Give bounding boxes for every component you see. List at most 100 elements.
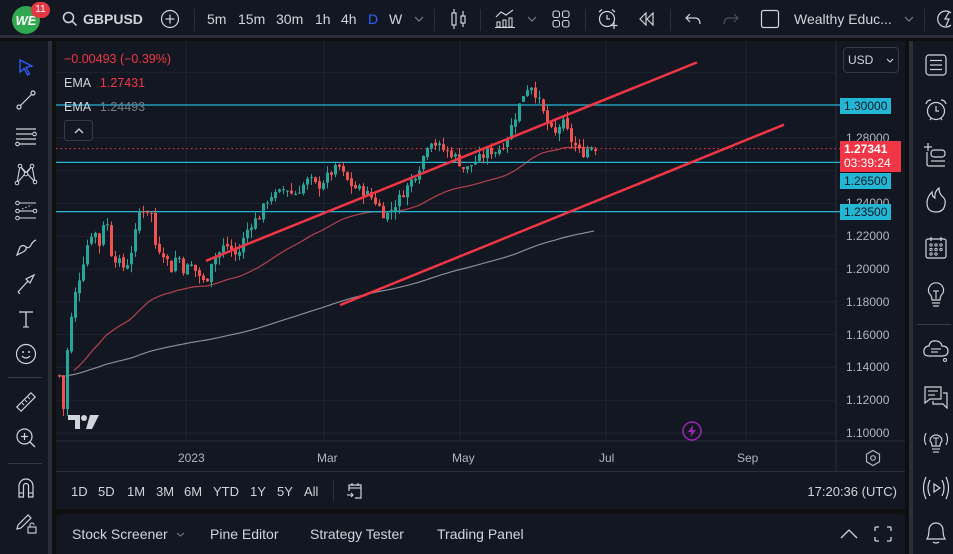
fib-retracement-tool[interactable]: [10, 121, 42, 153]
cursor-tool[interactable]: [10, 51, 42, 83]
chart-pane[interactable]: −0.00493 (−0.39%) EMA 1.27431 EMA 1.2449…: [56, 41, 905, 471]
divider: [194, 9, 195, 31]
live-streams-button[interactable]: [919, 471, 953, 505]
timeframe-d[interactable]: D: [368, 11, 379, 27]
timeframe-1h[interactable]: 1h: [315, 11, 331, 27]
range-5d[interactable]: 5D: [98, 483, 115, 499]
text-tool[interactable]: [10, 303, 42, 335]
zoom-in-icon: [16, 428, 36, 448]
compare-symbol-button[interactable]: [160, 0, 180, 38]
create-alert-button[interactable]: [597, 0, 619, 38]
currency-selector[interactable]: USD: [843, 47, 899, 73]
bar-countdown: 03:39:24: [844, 156, 891, 170]
minds-button[interactable]: [919, 334, 953, 368]
emoji-tool[interactable]: [10, 338, 42, 370]
lightning-gear-icon: [937, 10, 952, 28]
range-6m[interactable]: 6M: [184, 483, 203, 499]
timeframe-dropdown[interactable]: [414, 0, 424, 38]
range-1y[interactable]: 1Y: [250, 483, 266, 499]
chevron-up-icon: [74, 127, 83, 133]
bottom-panel: Stock Screener Pine Editor Strategy Test…: [56, 514, 905, 554]
trend-line-tool[interactable]: [10, 84, 42, 116]
alerts-button[interactable]: [919, 93, 953, 127]
symbol-search[interactable]: GBPUSD: [62, 0, 143, 38]
ideas-button[interactable]: [919, 278, 953, 312]
trend-line-icon: [16, 90, 36, 110]
chart-type-button[interactable]: [450, 0, 468, 38]
tab-stock-screener[interactable]: Stock Screener: [72, 514, 185, 554]
chevron-down-icon: [886, 58, 894, 63]
layout-grid-button[interactable]: [552, 0, 570, 38]
timeframe-w[interactable]: W: [389, 11, 403, 27]
utc-clock[interactable]: 17:20:36 (UTC): [807, 483, 897, 499]
range-3m[interactable]: 3M: [156, 483, 175, 499]
divider: [333, 480, 334, 502]
undo-button[interactable]: [684, 0, 702, 38]
range-1m[interactable]: 1M: [127, 483, 146, 499]
timeframe-15m[interactable]: 15m: [238, 11, 266, 27]
magnet-mode-tool[interactable]: [10, 472, 42, 504]
object-tree-button[interactable]: [919, 138, 953, 172]
timeframe-30m[interactable]: 30m: [276, 11, 304, 27]
forecasting-tool[interactable]: [10, 195, 42, 227]
quick-actions-button[interactable]: [937, 0, 953, 38]
range-5y[interactable]: 5Y: [277, 483, 293, 499]
indicators-button[interactable]: [494, 0, 516, 38]
price-chart[interactable]: [56, 41, 905, 471]
range-all[interactable]: All: [304, 483, 319, 499]
pattern-tool[interactable]: [10, 158, 42, 190]
ema-slow-legend[interactable]: EMA 1.24493: [64, 99, 171, 123]
range-1d[interactable]: 1D: [71, 483, 88, 499]
avatar-text: WE: [15, 12, 37, 28]
chats-button[interactable]: [919, 380, 953, 414]
tab-pine-editor[interactable]: Pine Editor: [210, 526, 279, 542]
divider: [480, 9, 481, 31]
idea-stream-button[interactable]: [919, 424, 953, 458]
lock-drawings-tool[interactable]: [10, 507, 42, 539]
level-tag-1-23500: 1.23500: [840, 204, 892, 220]
tab-strategy-tester[interactable]: Strategy Tester: [310, 526, 404, 542]
hotlists-button[interactable]: [919, 183, 953, 217]
expand-panel-button[interactable]: [840, 514, 858, 554]
top-toolbar: WE 11 GBPUSD 5m 15m 30m 1h 4h D W: [0, 0, 953, 38]
arrow-tool[interactable]: [10, 267, 42, 299]
time-label-2023: 2023: [178, 451, 205, 465]
notifications-button[interactable]: [919, 515, 953, 549]
brush-tool[interactable]: [10, 231, 42, 263]
plus-circle-icon: [160, 9, 180, 29]
measure-tool[interactable]: [10, 386, 42, 418]
events-lightning-button[interactable]: [682, 421, 702, 446]
chart-settings-button[interactable]: [864, 449, 882, 472]
replay-button[interactable]: [638, 0, 656, 38]
collapse-legend-button[interactable]: [64, 120, 93, 141]
range-ytd[interactable]: YTD: [213, 483, 239, 499]
timeframe-5m[interactable]: 5m: [207, 11, 227, 27]
calendar-arrow-icon: [347, 483, 362, 499]
broadcast-bulb-icon: [923, 432, 949, 453]
horizontal-lines-icon: [15, 128, 37, 147]
chevron-down-icon: [527, 16, 537, 22]
divider: [434, 9, 435, 31]
tab-trading-panel[interactable]: Trading Panel: [437, 526, 524, 542]
indicators-dropdown[interactable]: [527, 0, 537, 38]
level-tag-1-26500: 1.26500: [840, 173, 892, 189]
redo-button[interactable]: [722, 0, 740, 38]
layout-name[interactable]: Wealthy Educ...: [794, 11, 892, 27]
calendar-button[interactable]: [919, 231, 953, 265]
brush-icon: [15, 239, 37, 257]
timeframe-4h[interactable]: 4h: [341, 11, 357, 27]
go-to-date-button[interactable]: [345, 472, 365, 510]
maximize-panel-button[interactable]: [874, 514, 892, 554]
ema-fast-legend[interactable]: EMA 1.27431: [64, 75, 171, 99]
grid-layout-icon: [552, 10, 570, 28]
watchlist-button[interactable]: [919, 48, 953, 82]
chevron-down-icon: [176, 532, 185, 537]
time-label-mar: Mar: [317, 451, 338, 465]
tradingview-logo[interactable]: [68, 413, 100, 436]
tv-logo-icon: [68, 415, 99, 429]
zoom-in-tool[interactable]: [10, 422, 42, 454]
ruler-icon: [15, 391, 37, 413]
layout-checkbox[interactable]: [760, 0, 780, 38]
candles-icon: [451, 9, 466, 29]
layout-dropdown[interactable]: [904, 0, 914, 38]
